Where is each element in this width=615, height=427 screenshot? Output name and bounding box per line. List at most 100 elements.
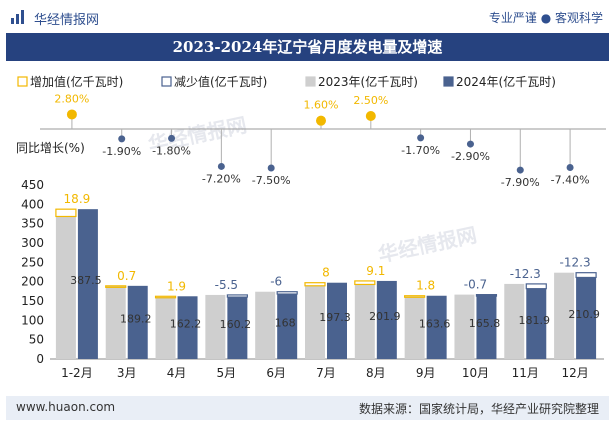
y-tick-label: 100 <box>21 313 44 327</box>
legend-swatch <box>443 76 454 87</box>
value-label: 197.3 <box>319 311 351 324</box>
bar-2024 <box>576 277 597 359</box>
bar-2023 <box>454 294 475 359</box>
legend-swatch <box>161 76 172 87</box>
bar-2024 <box>426 295 447 359</box>
value-label: 162.2 <box>170 318 202 331</box>
bar-2024 <box>77 209 98 359</box>
increase-marker <box>354 280 376 286</box>
bar-2024 <box>526 288 547 359</box>
y-tick-label: 250 <box>21 255 44 269</box>
growth-label: -7.20% <box>202 172 241 185</box>
x-tick-label: 4月 <box>167 366 187 380</box>
x-tick-label: 1-2月 <box>61 366 93 380</box>
watermark: 华经情报网 <box>376 223 479 267</box>
growth-label: -2.90% <box>451 150 490 163</box>
bar-2024 <box>376 280 397 359</box>
data-source: 数据来源：国家统计局，华经产业研究院整理 <box>358 402 599 416</box>
y-tick-label: 0 <box>36 352 44 366</box>
legend-label: 增加值(亿千瓦时) <box>30 74 123 89</box>
y-tick-label: 400 <box>21 197 44 211</box>
growth-label: 2.80% <box>54 92 89 105</box>
bar-2023 <box>354 284 375 359</box>
increase-marker <box>404 295 426 298</box>
bar-2024 <box>277 294 298 359</box>
growth-label: -1.80% <box>152 144 191 157</box>
change-label: -12.3 <box>560 256 591 270</box>
change-label: 0.7 <box>117 269 136 283</box>
growth-point <box>66 109 77 120</box>
increase-marker <box>55 208 77 218</box>
bar-2023 <box>105 286 126 359</box>
value-label: 201.9 <box>369 310 401 323</box>
y-tick-label: 50 <box>29 333 44 347</box>
bar-2023 <box>554 272 575 359</box>
chart-title: 2023-2024年辽宁省月度发电量及增速 <box>172 38 443 56</box>
bar-2024 <box>327 282 347 359</box>
decrease-marker <box>525 283 547 290</box>
title-bar: 2023-2024年辽宁省月度发电量及增速 <box>6 33 609 61</box>
bar-2023 <box>504 283 525 359</box>
x-tick-label: 7月 <box>316 366 336 380</box>
y-tick-label: 300 <box>21 236 44 250</box>
growth-label: -1.70% <box>401 144 440 157</box>
website-link[interactable]: www.huaon.com <box>16 400 116 414</box>
change-label: 1.9 <box>167 279 186 293</box>
x-tick-label: 6月 <box>266 366 286 380</box>
value-label: 387.5 <box>70 274 102 287</box>
y-tick-label: 450 <box>21 178 44 192</box>
bar-2024 <box>227 297 248 359</box>
growth-point <box>417 134 425 142</box>
bar-2024 <box>177 296 198 359</box>
value-label: 168 <box>275 317 296 330</box>
change-label: -6 <box>270 275 282 289</box>
growth-line-panel: 同比增长(%) 2.80% -1.90% -1.80% -7.20% -7.50% 1.60… <box>16 92 606 189</box>
bar-2024 <box>127 285 148 359</box>
growth-label: 1.60% <box>304 99 339 112</box>
x-tick-label: 11月 <box>512 366 539 380</box>
change-label: 9.1 <box>366 264 385 278</box>
bar-2023 <box>255 291 276 359</box>
legend-swatch <box>305 76 316 87</box>
change-label: -5.5 <box>215 278 238 292</box>
growth-label: 2.50% <box>353 94 388 107</box>
footer: www.huaon.com 数据来源：国家统计局，华经产业研究院整理 <box>6 396 609 420</box>
value-label: 160.2 <box>220 318 252 331</box>
x-tick-label: 9月 <box>416 366 436 380</box>
decrease-marker <box>226 294 248 298</box>
growth-point <box>267 164 275 172</box>
change-label: -12.3 <box>510 267 541 281</box>
data-labels: 18.9 387.5 1-2月 0.7 189.2 3月 1.9 162.2 4月 -5.5 160… <box>61 192 600 380</box>
growth-point <box>118 135 126 143</box>
increase-marker <box>304 282 326 287</box>
growth-point <box>566 163 574 171</box>
bar-2023 <box>155 297 176 359</box>
growth-label: -7.50% <box>252 174 291 187</box>
value-label: 163.6 <box>419 317 451 330</box>
value-label: 181.9 <box>519 314 551 327</box>
bar-2024 <box>476 294 497 359</box>
slogan: 专业严谨 ● 客观科学 <box>488 11 603 25</box>
bar-2023 <box>55 216 76 359</box>
growth-point <box>316 115 326 126</box>
value-label: 165.8 <box>469 317 501 330</box>
bar-2023 <box>404 296 425 359</box>
bar-2023 <box>205 294 226 359</box>
growth-point <box>466 140 474 148</box>
value-label: 189.2 <box>120 312 152 325</box>
decrease-marker <box>575 272 597 279</box>
change-label: 18.9 <box>64 192 91 206</box>
bars <box>55 208 597 359</box>
decrease-marker <box>475 294 498 297</box>
growth-point <box>516 166 524 174</box>
x-tick-label: 10月 <box>462 366 489 380</box>
growth-point <box>365 111 376 121</box>
x-tick-label: 3月 <box>117 366 137 380</box>
legend: 增加值(亿千瓦时) 减少值(亿千瓦时) 2023年(亿千瓦时) 2024年(亿千瓦时) <box>17 74 556 89</box>
change-label: -0.7 <box>464 278 487 292</box>
x-tick-label: 5月 <box>217 366 237 380</box>
x-tick-label: 8月 <box>366 366 386 380</box>
growth-label: -7.40% <box>551 173 590 186</box>
legend-label: 2024年(亿千瓦时) <box>456 74 556 89</box>
